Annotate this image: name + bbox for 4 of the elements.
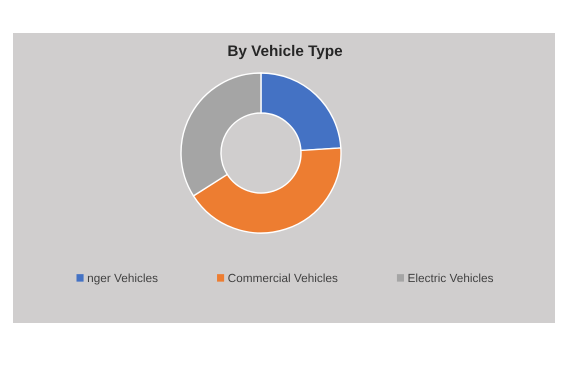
legend-label: nger Vehicles bbox=[88, 273, 158, 285]
legend-label: Commercial Vehicles bbox=[228, 273, 338, 282]
legend-label: Electric Vehicles bbox=[408, 273, 494, 282]
chart-title: By Vehicle Type bbox=[228, 44, 342, 60]
